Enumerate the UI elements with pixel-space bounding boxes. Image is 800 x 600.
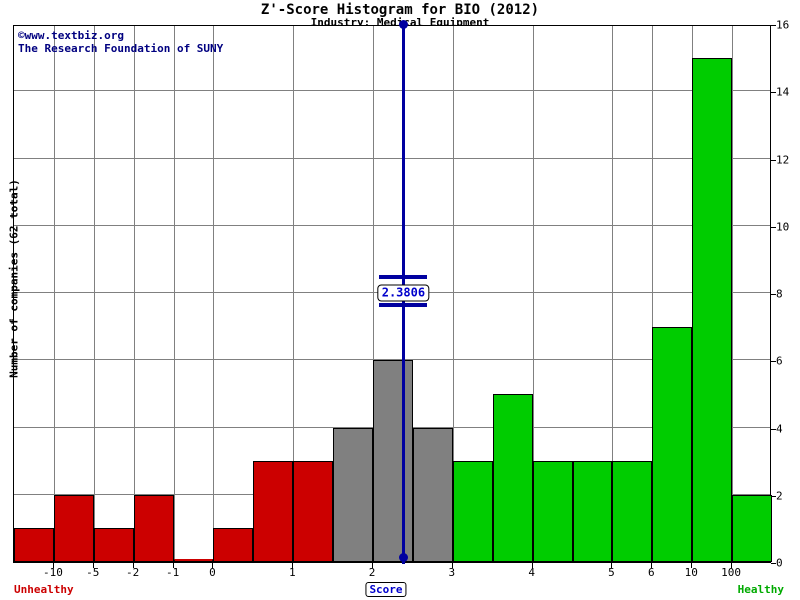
credit-block: ©www.textbiz.org The Research Foundation… [18,29,223,55]
chart-title: Z'-Score Histogram for BIO (2012) [260,2,540,18]
gridline-vertical [732,26,734,562]
y-tick-mark [771,361,776,363]
histogram-bar [612,461,653,562]
x-tick-label: 1 [288,566,296,579]
y-axis-title: Number of companies (62 total) [7,179,21,378]
marker-crossbar-upper [379,275,428,279]
marker-dot-bottom [398,553,408,562]
x-tick-label: -10 [42,566,63,579]
gridline-horizontal [14,90,770,92]
histogram-bar [532,461,573,562]
x-tick-mark [92,563,94,568]
y-tick-label: 10 [776,220,790,234]
gridline-vertical [373,26,375,562]
histogram-bar [253,461,294,562]
y-tick-label: 6 [776,354,783,368]
x-tick-mark [292,563,294,568]
x-tick-label: 2 [368,566,376,579]
y-tick-mark [771,159,776,161]
y-tick-label: 14 [776,85,790,99]
histogram-bar [53,494,94,562]
credit-organization: The Research Foundation of SUNY [18,42,224,55]
x-tick-mark [531,563,533,568]
gridline-vertical [652,26,654,562]
x-tick-mark [651,563,653,568]
gridline-vertical [53,26,55,562]
y-tick-label: 8 [776,287,783,301]
histogram-bar [572,461,613,562]
gridline-horizontal [14,157,770,159]
histogram-bar [412,427,453,562]
unhealthy-zone-label: Unhealthy [14,583,74,596]
x-axis-title: Score [365,582,407,597]
x-tick-mark [132,563,134,568]
gridline-vertical [612,26,614,562]
gridline-vertical [93,26,95,562]
x-tick-mark [731,563,733,568]
x-tick-label: 3 [448,566,456,579]
x-tick-label: 10 [684,566,698,579]
credit-website: ©www.textbiz.org [18,29,124,42]
gridline-vertical [213,26,215,562]
histogram-bar [333,427,374,562]
x-tick-label: 5 [608,566,615,579]
y-tick-mark [771,226,776,228]
gridline-vertical [293,26,295,562]
x-tick-label: -5 [86,566,100,579]
gridline-horizontal [14,359,770,361]
gridline-vertical [173,26,175,562]
x-tick-mark [172,563,174,568]
y-tick-label: 4 [776,422,783,435]
histogram-bar [14,528,54,562]
y-tick-mark [771,294,776,295]
histogram-bar [692,57,733,562]
x-tick-label: 100 [721,566,742,579]
x-tick-mark [212,563,214,568]
y-tick-mark [771,563,776,564]
gridline-vertical [452,26,454,562]
x-tick-label: 6 [648,566,655,579]
healthy-zone-label: Healthy [737,583,784,596]
marker-value-label: 2.3806 [377,284,430,302]
gridline-vertical [133,26,135,562]
gridline-vertical [532,26,534,562]
x-tick-mark [52,563,54,568]
y-tick-mark [771,495,776,497]
marker-crossbar-lower [379,303,428,307]
gridline-horizontal [14,224,770,226]
x-tick-mark [451,563,453,568]
plot-area: 2.3806 [13,20,772,564]
x-tick-mark [372,563,374,568]
y-tick-label: 12 [776,153,790,166]
y-tick-mark [771,25,776,26]
x-tick-label: -2 [126,566,140,579]
y-tick-label: 2 [776,489,783,503]
x-tick-label: 0 [209,566,216,579]
histogram-bar [133,494,174,562]
y-tick-label: 16 [776,18,790,32]
x-tick-mark [691,563,693,568]
y-tick-mark [771,428,776,430]
histogram-bar [373,360,413,562]
histogram-bar [93,528,134,562]
y-tick-mark [771,92,776,94]
y-tick-label: 0 [776,556,783,570]
histogram-bar [293,461,334,562]
histogram-bar [732,494,772,562]
histogram-bar [173,559,214,562]
histogram-bar [492,393,533,562]
histogram-bar [213,528,254,562]
x-tick-label: 4 [528,566,535,579]
x-tick-mark [611,563,613,568]
histogram-bar [652,326,693,562]
marker-dot-top [398,20,408,29]
x-tick-label: -1 [165,566,180,579]
histogram-bar [452,461,493,562]
